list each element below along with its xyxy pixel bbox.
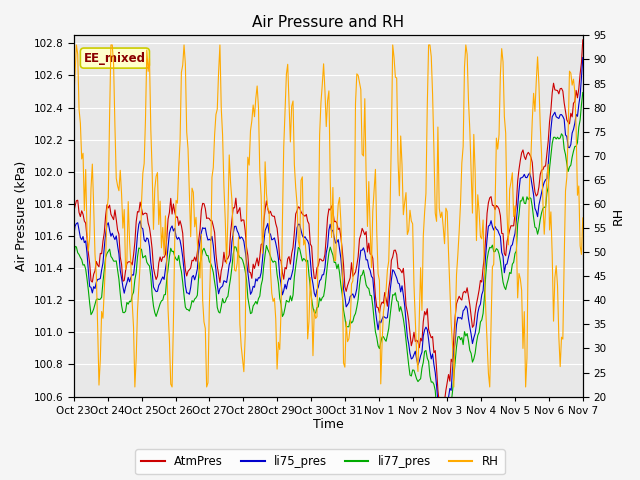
Y-axis label: Air Pressure (kPa): Air Pressure (kPa) <box>15 161 28 271</box>
Legend: AtmPres, li75_pres, li77_pres, RH: AtmPres, li75_pres, li77_pres, RH <box>136 449 504 474</box>
Y-axis label: RH: RH <box>612 207 625 225</box>
Title: Air Pressure and RH: Air Pressure and RH <box>252 15 404 30</box>
Text: EE_mixed: EE_mixed <box>84 51 146 65</box>
X-axis label: Time: Time <box>313 419 344 432</box>
